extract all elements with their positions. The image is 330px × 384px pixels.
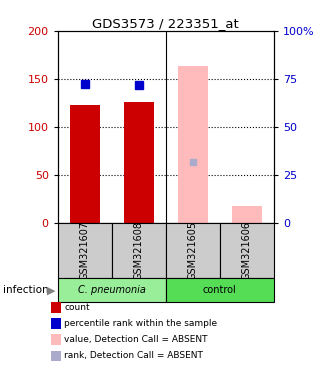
Bar [166, 223, 220, 278]
Text: rank, Detection Call = ABSENT: rank, Detection Call = ABSENT [64, 351, 203, 361]
Text: GSM321608: GSM321608 [134, 221, 144, 280]
Bar [232, 207, 262, 223]
Bar [220, 223, 274, 278]
Bar [124, 102, 154, 223]
Text: GSM321607: GSM321607 [80, 221, 90, 280]
Text: control: control [203, 285, 237, 295]
Bar [178, 66, 208, 223]
Text: GDS3573 / 223351_at: GDS3573 / 223351_at [92, 17, 238, 30]
Text: GSM321605: GSM321605 [188, 221, 198, 280]
Bar [70, 104, 100, 223]
Bar [112, 223, 166, 278]
Text: value, Detection Call = ABSENT: value, Detection Call = ABSENT [64, 335, 208, 344]
Bar [58, 278, 166, 302]
Text: count: count [64, 303, 90, 312]
Text: C. pneumonia: C. pneumonia [78, 285, 146, 295]
Text: infection: infection [3, 285, 49, 295]
Text: percentile rank within the sample: percentile rank within the sample [64, 319, 217, 328]
Bar [166, 278, 274, 302]
Bar [58, 223, 112, 278]
Text: GSM321606: GSM321606 [242, 221, 252, 280]
Text: ▶: ▶ [47, 285, 55, 295]
